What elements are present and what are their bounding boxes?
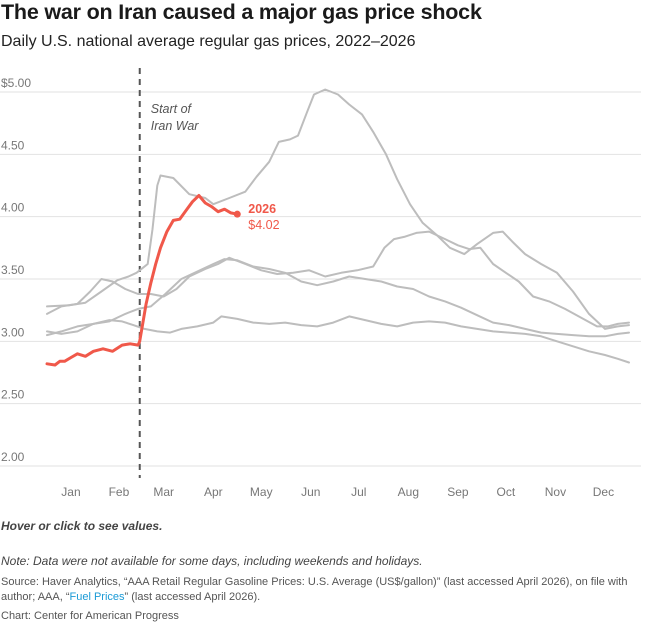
source-suffix: ” (last accessed April 2026). [124, 591, 261, 603]
annotation-text-line1: Start of [151, 102, 193, 116]
x-tick-label: Sep [447, 485, 469, 499]
series-line-2024[interactable] [46, 258, 630, 338]
x-tick-label: May [250, 485, 273, 499]
chart-title: The war on Iran caused a major gas price… [1, 0, 482, 24]
data-note: Note: Data were not available for some d… [1, 554, 423, 568]
interaction-hint: Hover or click to see values. [1, 519, 163, 533]
series-endpoint-2026[interactable] [233, 210, 241, 218]
x-tick-label: Feb [109, 485, 130, 499]
war-start-annotation: Start of Iran War [138, 68, 200, 478]
x-tick-label: Jun [301, 485, 320, 499]
line-chart[interactable]: $5.00 4.50 4.00 3.50 3.00 2.50 2.00 Jan Feb Mar A… [0, 0, 666, 510]
series-lines [45, 88, 630, 367]
source-text: Source: Haver Analytics, “AAA Retail Reg… [1, 575, 651, 605]
highlight-label: 2026 $4.02 [248, 202, 279, 232]
y-tick-label: 3.00 [1, 325, 25, 339]
series-line-2026[interactable] [45, 194, 239, 367]
y-tick-label: 3.50 [1, 263, 25, 277]
x-tick-label: Nov [545, 485, 566, 499]
x-tick-label: Oct [497, 485, 516, 499]
chart-subtitle: Daily U.S. national average regular gas … [1, 33, 416, 50]
series-line-2025[interactable] [46, 315, 630, 364]
x-tick-label: Apr [204, 485, 223, 499]
x-tick-label: Jan [61, 485, 80, 499]
x-tick-label: Mar [153, 485, 174, 499]
highlight-year-label: 2026 [248, 202, 276, 216]
annotation-text-line2: Iran War [151, 119, 200, 133]
x-tick-label: Jul [351, 485, 366, 499]
highlight-value-label: $4.02 [248, 218, 279, 232]
source-prefix: Source: Haver Analytics, “AAA Retail Reg… [1, 576, 628, 603]
y-tick-label: 4.00 [1, 201, 25, 215]
chart-credit: Chart: Center for American Progress [1, 610, 179, 622]
series-line-2023[interactable] [46, 230, 630, 328]
y-tick-label: 2.50 [1, 388, 25, 402]
y-tick-label: 4.50 [1, 138, 25, 152]
y-tick-label: $5.00 [1, 76, 31, 90]
x-tick-label: Dec [593, 485, 614, 499]
gridlines [0, 91, 641, 467]
x-axis: Jan Feb Mar Apr May Jun Jul Aug Sep Oct Nov Dec [61, 485, 614, 499]
y-axis: $5.00 4.50 4.00 3.50 3.00 2.50 2.00 [1, 76, 31, 464]
y-tick-label: 2.00 [1, 450, 25, 464]
x-tick-label: Aug [398, 485, 419, 499]
fuel-prices-link[interactable]: Fuel Prices [69, 591, 125, 603]
series-line-2022[interactable] [46, 88, 630, 330]
